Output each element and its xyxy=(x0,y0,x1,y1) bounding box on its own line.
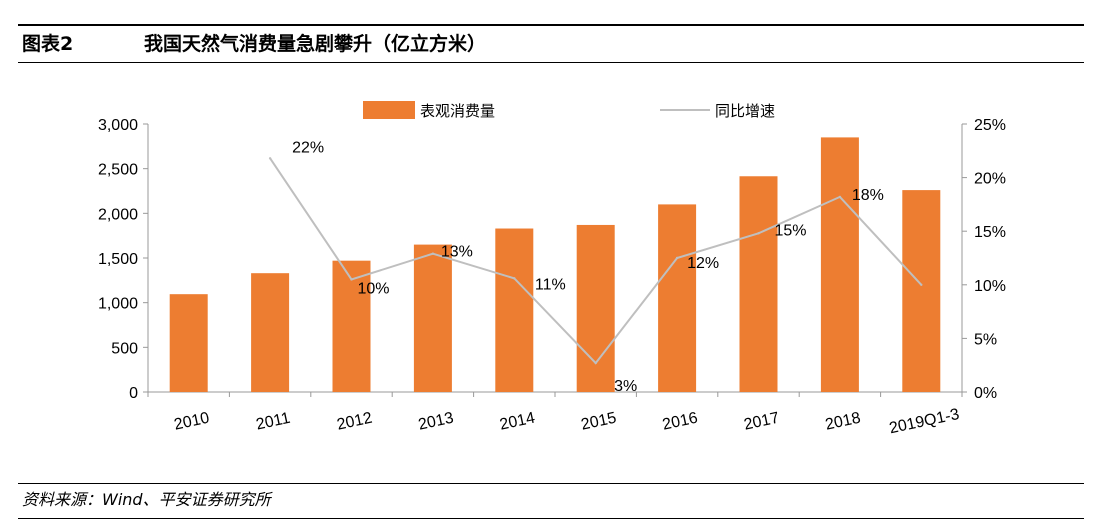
legend-bar-swatch xyxy=(363,101,415,119)
left-tick-label: 2,500 xyxy=(98,162,138,179)
right-tick-label: 0% xyxy=(974,385,997,402)
left-tick-label: 1,500 xyxy=(98,251,138,268)
x-tick-label: 2018 xyxy=(824,410,862,434)
bar xyxy=(739,176,778,392)
legend-line-label: 同比增速 xyxy=(715,102,775,120)
x-tick-label: 2013 xyxy=(417,410,455,434)
bar xyxy=(169,294,208,392)
line-data-label: 11% xyxy=(535,276,566,293)
figure-header: 图表2 我国天然气消费量急剧攀升（亿立方米） xyxy=(18,30,1084,58)
line-point xyxy=(513,277,516,280)
line-data-label: 10% xyxy=(357,280,389,297)
data-labels: 22% 10% 13% 11% 3% 12% 15% 18% xyxy=(292,139,884,395)
line-data-label: 12% xyxy=(687,255,719,272)
bar xyxy=(251,273,290,392)
bar xyxy=(495,228,534,392)
line-data-label: 13% xyxy=(441,244,473,261)
x-tick-label: 2019Q1-3 xyxy=(888,406,961,437)
right-tick-label: 25% xyxy=(974,117,1006,134)
line-point xyxy=(431,252,435,255)
bar xyxy=(658,204,697,392)
line-data-label: 18% xyxy=(852,187,884,204)
header-rule xyxy=(18,62,1084,63)
bottom-rule xyxy=(18,518,1084,519)
right-tick-label: 10% xyxy=(974,278,1006,295)
x-tick-label: 2014 xyxy=(498,410,536,434)
line-data-label: 15% xyxy=(774,222,806,239)
left-tick-label: 500 xyxy=(111,340,138,357)
x-tick-label: 2016 xyxy=(661,410,699,434)
line-point xyxy=(920,283,923,286)
line-data-label: 22% xyxy=(292,139,324,156)
legend-bar-label: 表观消费量 xyxy=(420,102,495,120)
line-point xyxy=(594,361,597,365)
x-tick-label: 2012 xyxy=(335,410,373,434)
left-tick-label: 3,000 xyxy=(98,117,138,134)
x-tick-label: 2015 xyxy=(580,410,618,434)
x-tick-label: 2011 xyxy=(255,410,292,434)
axes: 05001,0001,5002,0002,5003,0000%5%10%15%2… xyxy=(98,117,1006,437)
bar xyxy=(820,137,859,392)
bar xyxy=(332,260,371,392)
right-tick-label: 5% xyxy=(974,331,997,348)
line-point xyxy=(675,256,679,260)
line-data-label: 3% xyxy=(614,378,637,395)
bars xyxy=(169,137,941,392)
figure-label: 图表2 xyxy=(22,33,74,55)
top-rule xyxy=(18,24,1084,26)
line-point xyxy=(268,157,272,160)
right-tick-label: 15% xyxy=(974,224,1006,241)
bar xyxy=(576,224,615,392)
bar xyxy=(413,244,452,392)
line-point xyxy=(350,278,353,281)
footer-rule xyxy=(18,483,1084,484)
left-tick-label: 1,000 xyxy=(98,296,138,313)
bar xyxy=(902,190,941,392)
x-tick-label: 2010 xyxy=(173,410,211,434)
source-note: 资料来源：Wind、平安证券研究所 xyxy=(22,490,271,509)
right-tick-label: 20% xyxy=(974,171,1006,188)
legend: 表观消费量 同比增速 xyxy=(363,101,775,120)
x-tick-label: 2017 xyxy=(742,410,780,434)
line-point xyxy=(757,232,760,235)
growth-line xyxy=(268,157,923,365)
figure-title: 我国天然气消费量急剧攀升（亿立方米） xyxy=(144,33,487,55)
left-tick-label: 2,000 xyxy=(98,206,138,223)
left-tick-label: 0 xyxy=(129,385,138,402)
line-point xyxy=(838,195,842,199)
chart: 表观消费量 同比增速 0 500 1,000 1,500 2,000 2,500 3,000… xyxy=(98,101,1006,437)
